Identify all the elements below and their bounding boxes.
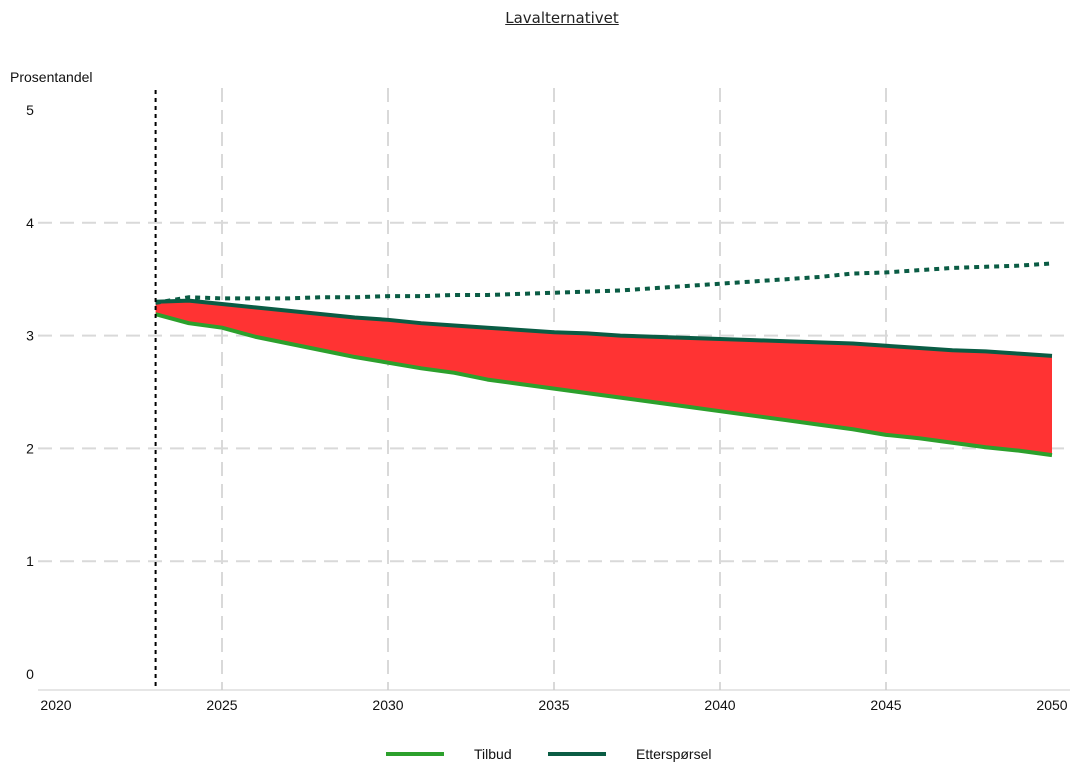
y-tick-label-1: 1: [26, 553, 34, 569]
legend-item-tilbud: Tilbud: [386, 746, 512, 762]
legend-item-ettersporsel: Etterspørsel: [548, 746, 711, 762]
x-tick-label-2025: 2025: [206, 697, 237, 713]
x-tick-label-2020: 2020: [40, 697, 71, 713]
y-tick-label-4: 4: [26, 215, 34, 231]
area-layer: [155, 300, 1053, 456]
legend-label-ettersporsel: Etterspørsel: [636, 746, 712, 762]
chart-plot: 2020 2025 2030 2035 2040 2045 2050 0 1 2 3 4 5 Prose…: [10, 69, 1070, 713]
dotted-projection-line: [155, 261, 1053, 305]
series-line-ettersporsel: [155, 298, 1053, 358]
legend-swatch-ettersporsel: [548, 752, 606, 756]
x-tick-label-2045: 2045: [870, 697, 901, 713]
x-tick-label-2035: 2035: [538, 697, 569, 713]
y-tick-label-0: 0: [26, 666, 34, 682]
legend-label-tilbud: Tilbud: [474, 746, 512, 762]
y-axis-label: Prosentandel: [10, 69, 93, 85]
y-tick-label-2: 2: [26, 440, 34, 456]
x-tick-label-2040: 2040: [704, 697, 735, 713]
y-tick-label-3: 3: [26, 328, 34, 344]
legend-swatch-tilbud: [386, 752, 444, 756]
series-line-tilbud: [155, 312, 1053, 458]
x-tick-label-2030: 2030: [372, 697, 403, 713]
line-layer: [154, 90, 1053, 690]
legend: Tilbud Etterspørsel: [0, 746, 1073, 766]
x-tick-label-2050: 2050: [1036, 697, 1067, 713]
gap-area: [155, 300, 1053, 456]
chart-title: Lavalternativet: [505, 9, 619, 27]
axis-layer: 2020 2025 2030 2035 2040 2045 2050 0 1 2 3 4 5: [26, 102, 1070, 713]
y-tick-label-5: 5: [26, 102, 34, 118]
